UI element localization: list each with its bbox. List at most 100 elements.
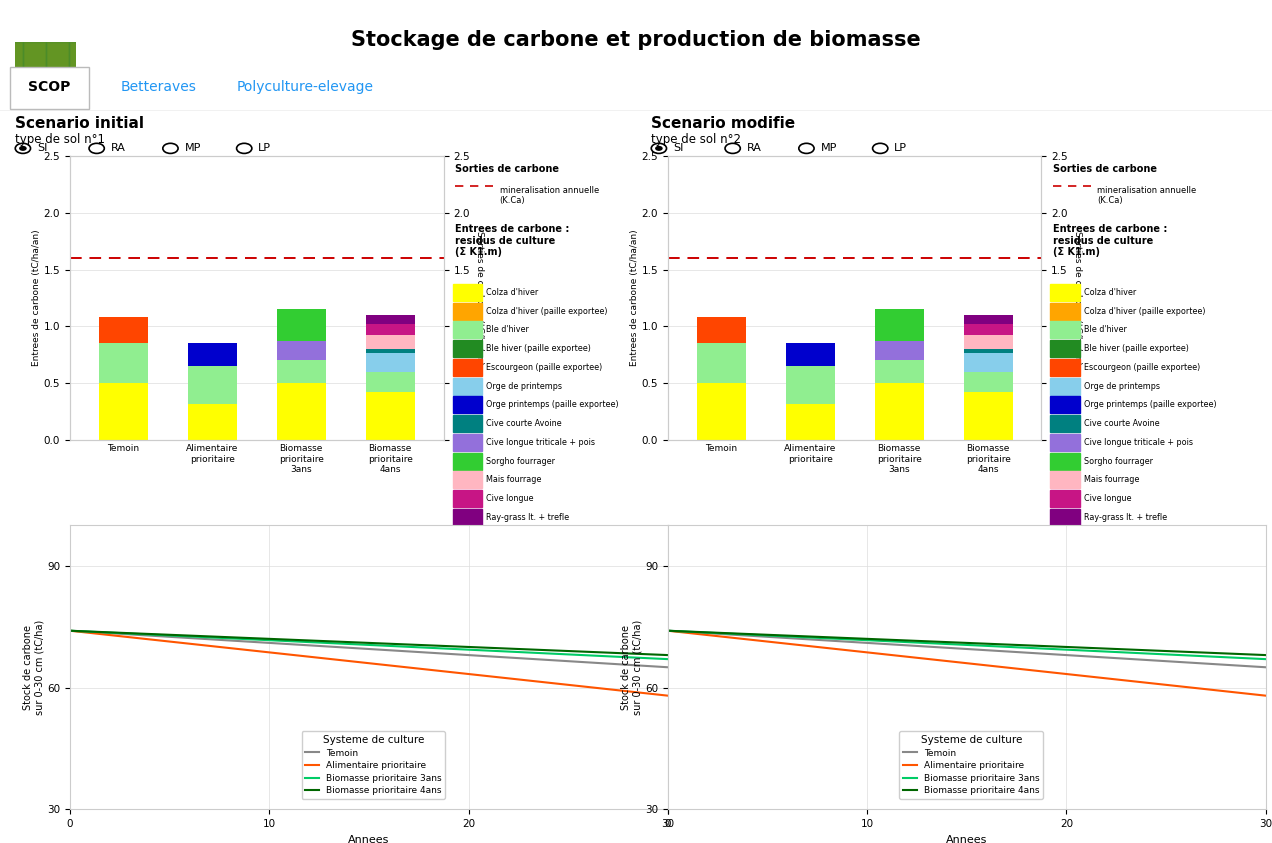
Bar <box>366 315 415 324</box>
Bar <box>1051 359 1080 376</box>
Text: RA: RA <box>111 143 126 153</box>
Text: Sorgho fourrager: Sorgho fourrager <box>1084 457 1152 465</box>
Bar <box>1051 284 1080 301</box>
Bar <box>99 317 148 343</box>
Bar <box>786 366 834 404</box>
Bar <box>277 384 326 440</box>
Polygon shape <box>46 42 69 89</box>
Text: Scenario modifie: Scenario modifie <box>651 116 795 132</box>
FancyBboxPatch shape <box>10 67 89 109</box>
Bar <box>453 396 482 413</box>
Text: RA: RA <box>747 143 762 153</box>
Text: Entrees de carbone :
residus de culture
(Σ K1.m): Entrees de carbone : residus de culture … <box>455 224 569 257</box>
Text: Scenario initial: Scenario initial <box>15 116 144 132</box>
Text: Orge printemps (paille exportee): Orge printemps (paille exportee) <box>486 400 619 410</box>
Text: Orge printemps (paille exportee): Orge printemps (paille exportee) <box>1084 400 1217 410</box>
Text: MP: MP <box>184 143 201 153</box>
Bar <box>1051 396 1080 413</box>
Polygon shape <box>69 42 92 89</box>
Y-axis label: Sorties de carbone (tC/ha/an): Sorties de carbone (tC/ha/an) <box>474 231 483 365</box>
Text: Cive longue: Cive longue <box>1084 494 1132 503</box>
Y-axis label: Entrees de carbone (tC/ha/an): Entrees de carbone (tC/ha/an) <box>630 229 639 367</box>
Text: Ble hiver (paille exportee): Ble hiver (paille exportee) <box>1084 344 1189 353</box>
Bar <box>453 434 482 451</box>
Text: SI: SI <box>673 143 683 153</box>
Bar <box>964 392 1013 440</box>
Text: Mais fourrage: Mais fourrage <box>1084 475 1140 484</box>
Bar <box>366 352 415 372</box>
Text: LP: LP <box>258 143 271 153</box>
Text: Cive longue: Cive longue <box>486 494 534 503</box>
Bar <box>875 341 923 361</box>
Bar <box>875 309 923 341</box>
Text: Sorties de carbone: Sorties de carbone <box>455 164 558 175</box>
Bar <box>1051 340 1080 357</box>
X-axis label: Annees: Annees <box>349 835 389 843</box>
Text: Escourgeon (paille exportee): Escourgeon (paille exportee) <box>486 362 603 372</box>
Bar <box>697 317 745 343</box>
Bar <box>786 343 834 366</box>
Text: Stockage de carbone et production de biomasse: Stockage de carbone et production de bio… <box>351 30 921 50</box>
Bar <box>188 366 237 404</box>
Text: Ble hiver (paille exportee): Ble hiver (paille exportee) <box>486 344 591 353</box>
Text: Colza d'hiver (paille exportee): Colza d'hiver (paille exportee) <box>486 307 608 315</box>
Polygon shape <box>23 42 46 89</box>
Bar <box>697 343 745 384</box>
Text: Cive courte Avoine: Cive courte Avoine <box>486 419 562 428</box>
Bar <box>453 509 482 526</box>
Bar <box>1051 303 1080 319</box>
Bar <box>277 341 326 361</box>
Text: SCOP: SCOP <box>28 80 71 94</box>
Bar <box>964 336 1013 349</box>
Text: mineralisation annuelle
(K.Ca): mineralisation annuelle (K.Ca) <box>500 185 599 205</box>
Bar <box>964 315 1013 324</box>
Bar <box>453 303 482 319</box>
Bar <box>366 392 415 440</box>
Bar <box>366 336 415 349</box>
Text: Ray-grass It. + trefle: Ray-grass It. + trefle <box>486 513 570 522</box>
Legend: Temoin, Alimentaire prioritaire, Biomasse prioritaire 3ans, Biomasse prioritaire: Temoin, Alimentaire prioritaire, Biomass… <box>899 732 1043 799</box>
Bar <box>366 372 415 392</box>
Bar <box>99 343 148 384</box>
Text: Escourgeon (paille exportee): Escourgeon (paille exportee) <box>1084 362 1201 372</box>
Text: Colza d'hiver: Colza d'hiver <box>1084 287 1136 297</box>
X-axis label: Annees: Annees <box>946 835 987 843</box>
Text: Mais fourrage: Mais fourrage <box>486 475 542 484</box>
Bar <box>453 284 482 301</box>
Bar <box>964 349 1013 352</box>
Bar <box>453 340 482 357</box>
Bar <box>786 404 834 440</box>
Bar <box>366 349 415 352</box>
Bar <box>188 343 237 366</box>
Bar <box>453 321 482 338</box>
Bar <box>453 415 482 432</box>
Bar <box>964 372 1013 392</box>
Bar <box>453 490 482 507</box>
Bar <box>277 309 326 341</box>
Text: Entrees de carbone :
residus de culture
(Σ K1.m): Entrees de carbone : residus de culture … <box>1053 224 1166 257</box>
Bar <box>1051 321 1080 338</box>
Text: Colza d'hiver (paille exportee): Colza d'hiver (paille exportee) <box>1084 307 1206 315</box>
Y-axis label: Entrees de carbone (tC/ha/an): Entrees de carbone (tC/ha/an) <box>32 229 41 367</box>
Polygon shape <box>0 42 23 89</box>
Legend: Temoin, Alimentaire prioritaire, Biomasse prioritaire 3ans, Biomasse prioritaire: Temoin, Alimentaire prioritaire, Biomass… <box>301 732 445 799</box>
Text: Colza d'hiver: Colza d'hiver <box>486 287 538 297</box>
Bar <box>697 384 745 440</box>
Bar <box>1051 378 1080 395</box>
Text: type de sol n°1: type de sol n°1 <box>15 133 106 146</box>
Text: Sorgho fourrager: Sorgho fourrager <box>486 457 555 465</box>
Bar <box>453 471 482 488</box>
Bar <box>366 324 415 336</box>
Bar <box>1051 471 1080 488</box>
Y-axis label: Sorties de carbone (tC/ha/an): Sorties de carbone (tC/ha/an) <box>1072 231 1081 365</box>
Bar <box>964 352 1013 372</box>
Text: Polyculture-elevage: Polyculture-elevage <box>237 80 374 94</box>
Bar <box>99 384 148 440</box>
Text: Sorties de carbone: Sorties de carbone <box>1053 164 1156 175</box>
Text: Cive longue triticale + pois: Cive longue triticale + pois <box>1084 438 1193 447</box>
Text: MP: MP <box>820 143 837 153</box>
Text: SI: SI <box>37 143 47 153</box>
Text: Ray-grass It. + trefle: Ray-grass It. + trefle <box>1084 513 1168 522</box>
Text: mineralisation annuelle
(K.Ca): mineralisation annuelle (K.Ca) <box>1098 185 1197 205</box>
Text: Cive courte Avoine: Cive courte Avoine <box>1084 419 1160 428</box>
